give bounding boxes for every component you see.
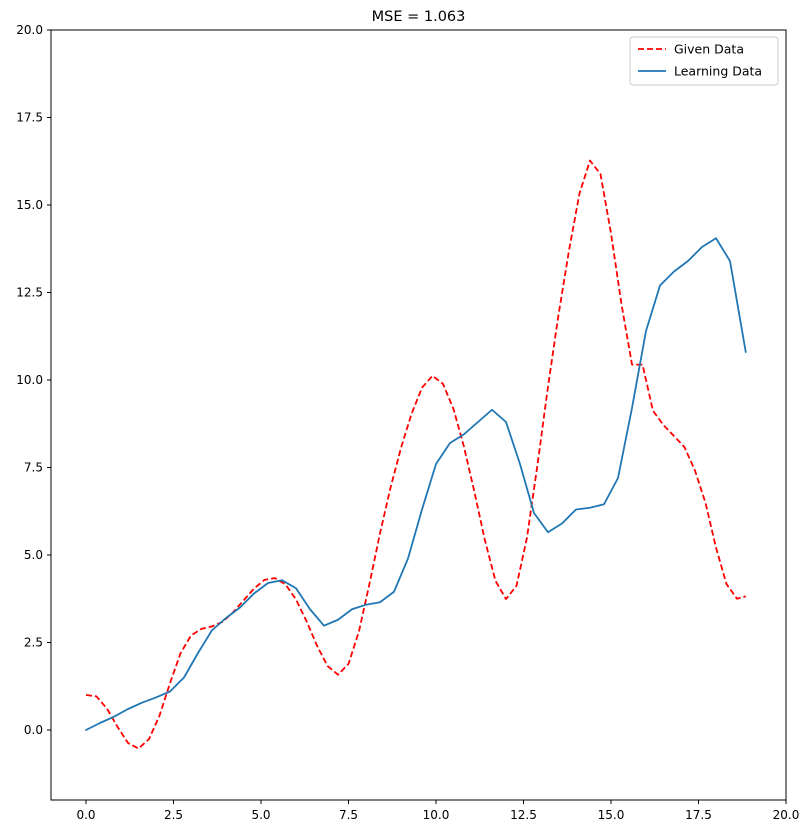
x-tick-label: 20.0	[773, 808, 800, 822]
x-tick-label: 12.5	[510, 808, 537, 822]
axes-frame	[50, 29, 787, 801]
x-tick-label: 0.0	[76, 808, 95, 822]
x-tick-label: 7.5	[339, 808, 358, 822]
y-tick-label: 17.5	[16, 111, 43, 125]
y-tick-label: 10.0	[16, 373, 43, 387]
legend: Given Data Learning Data	[629, 36, 779, 86]
y-tick-label: 0.0	[24, 723, 43, 737]
legend-label: Learning Data	[674, 64, 762, 79]
x-tick-label: 17.5	[685, 808, 712, 822]
y-tick-label: 20.0	[16, 23, 43, 37]
y-tick-label: 7.5	[24, 461, 43, 475]
legend-label: Given Data	[674, 42, 744, 57]
x-tick-label: 10.0	[423, 808, 450, 822]
series-line-learning-data	[85, 237, 747, 731]
legend-box	[629, 36, 779, 86]
y-tick-label: 15.0	[16, 198, 43, 212]
y-tick-label: 5.0	[24, 548, 43, 562]
y-tick-label: 2.5	[24, 636, 43, 650]
x-tick-label: 2.5	[164, 808, 183, 822]
chart-title: MSE = 1.063	[372, 9, 466, 25]
y-tick-label: 12.5	[16, 286, 43, 300]
x-tick-label: 5.0	[251, 808, 270, 822]
x-tick-label: 15.0	[598, 808, 625, 822]
series-line-given-data	[85, 159, 746, 750]
